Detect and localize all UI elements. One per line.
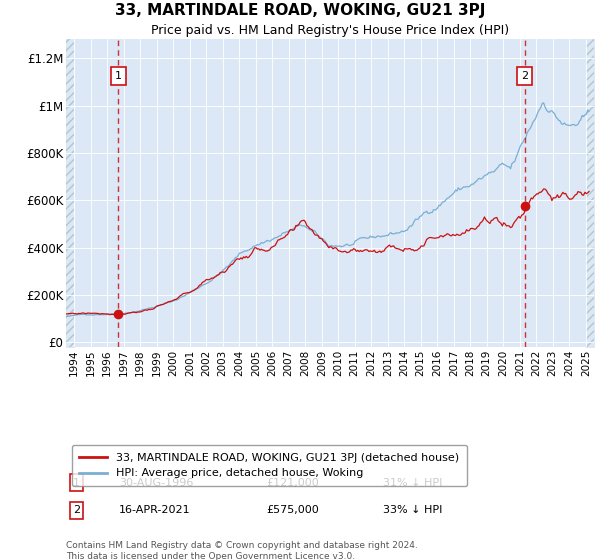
Text: 2: 2 bbox=[521, 71, 528, 81]
Text: 1: 1 bbox=[115, 71, 122, 81]
Text: 16-APR-2021: 16-APR-2021 bbox=[119, 506, 190, 515]
Text: Contains HM Land Registry data © Crown copyright and database right 2024.
This d: Contains HM Land Registry data © Crown c… bbox=[66, 541, 418, 560]
Text: 31% ↓ HPI: 31% ↓ HPI bbox=[383, 478, 442, 488]
Legend: 33, MARTINDALE ROAD, WOKING, GU21 3PJ (detached house), HPI: Average price, deta: 33, MARTINDALE ROAD, WOKING, GU21 3PJ (d… bbox=[71, 445, 467, 486]
Text: 1: 1 bbox=[73, 478, 80, 488]
Title: Price paid vs. HM Land Registry's House Price Index (HPI): Price paid vs. HM Land Registry's House … bbox=[151, 24, 509, 36]
Text: 30-AUG-1996: 30-AUG-1996 bbox=[119, 478, 193, 488]
Text: 33, MARTINDALE ROAD, WOKING, GU21 3PJ: 33, MARTINDALE ROAD, WOKING, GU21 3PJ bbox=[115, 3, 485, 18]
Text: 33% ↓ HPI: 33% ↓ HPI bbox=[383, 506, 442, 515]
Text: £575,000: £575,000 bbox=[266, 506, 319, 515]
Text: 2: 2 bbox=[73, 506, 80, 515]
Text: £121,000: £121,000 bbox=[266, 478, 319, 488]
